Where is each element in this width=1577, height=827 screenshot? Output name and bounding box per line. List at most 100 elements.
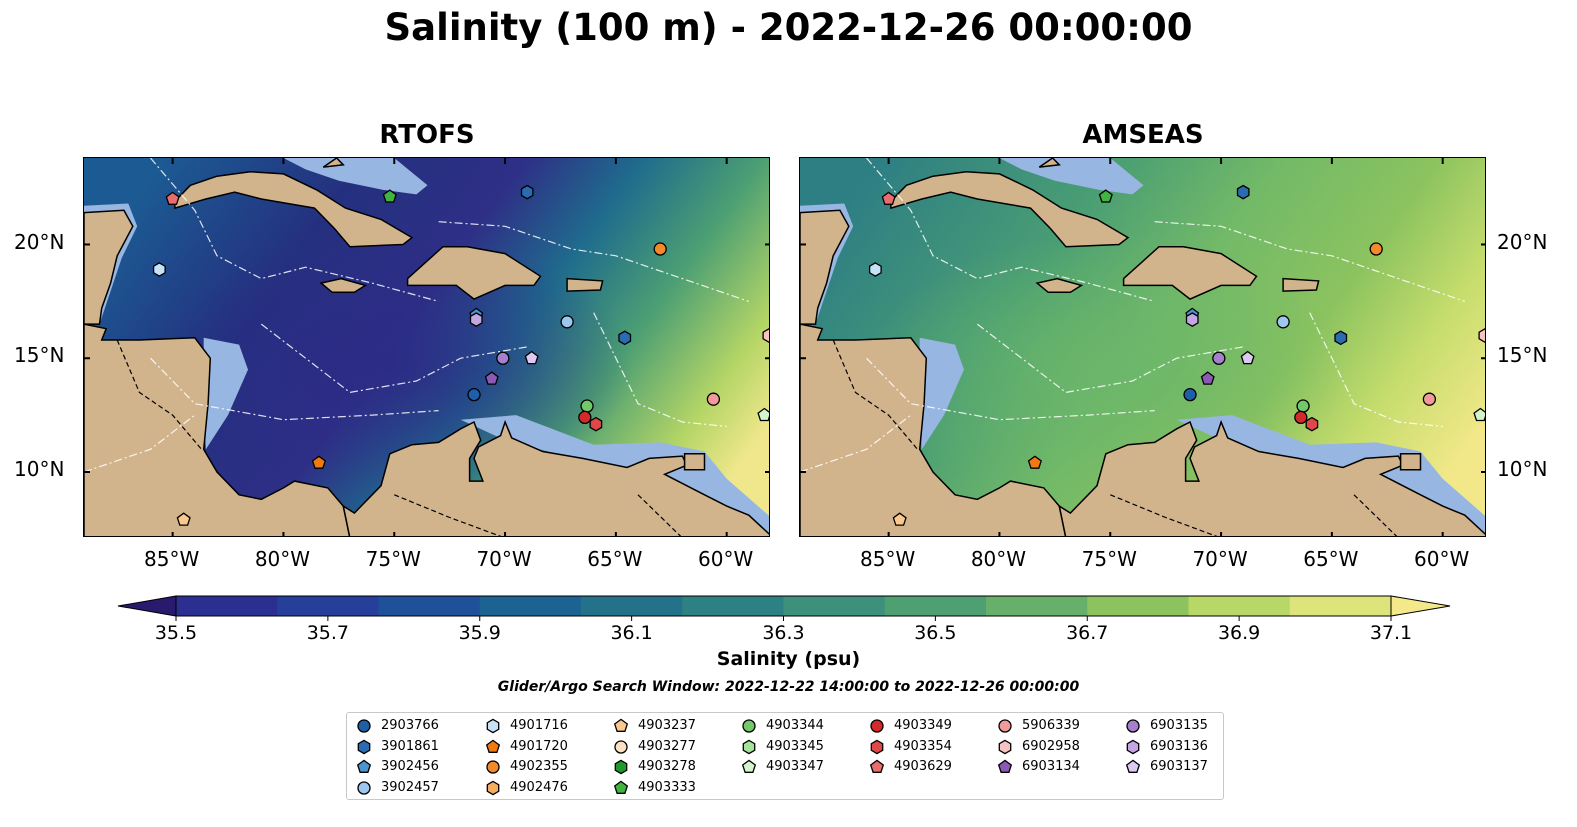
float-marker-4901720 bbox=[311, 455, 326, 469]
eez-boundary-0 bbox=[150, 158, 439, 302]
colorbar-segment bbox=[1188, 596, 1291, 616]
float-marker-6903135 bbox=[496, 351, 510, 365]
colorbar-tick-label: 36.1 bbox=[610, 622, 652, 644]
colorbar-tick-label: 36.7 bbox=[1066, 622, 1108, 644]
float-marker-6903137 bbox=[524, 350, 539, 365]
colorbar-tick-label: 37.1 bbox=[1370, 622, 1412, 644]
xtick-label: 60°W bbox=[1414, 547, 1470, 571]
hispaniola bbox=[1122, 245, 1258, 300]
colorbar-segment bbox=[479, 596, 582, 616]
legend-label: 4901716 bbox=[510, 718, 568, 733]
legend-label: 6902958 bbox=[1022, 738, 1080, 754]
float-marker-3902457 bbox=[560, 315, 574, 329]
country-border-0 bbox=[116, 339, 202, 450]
float-marker-6903135 bbox=[1212, 351, 1226, 365]
bahamas-a bbox=[1038, 158, 1061, 168]
hexagon-marker-icon bbox=[870, 739, 884, 754]
salinity-map-rtofs bbox=[84, 158, 769, 536]
float-marker-6902958 bbox=[762, 328, 769, 343]
venezuela-shelf bbox=[1176, 415, 1485, 536]
search-window-text: Glider/Argo Search Window: 2022-12-22 14… bbox=[497, 679, 1080, 695]
eez-boundary-3 bbox=[1309, 312, 1443, 428]
hexagon-marker-icon bbox=[486, 780, 500, 795]
venezuela-shelf bbox=[460, 415, 769, 536]
float-marker-5906339 bbox=[706, 392, 721, 406]
legend-label: 4903354 bbox=[894, 738, 952, 754]
map-panel-rtofs bbox=[83, 157, 770, 537]
ytick-label-left-15n: 15°N bbox=[14, 343, 65, 367]
xtick-label: 80°W bbox=[254, 547, 311, 571]
ytick-label-right-10n: 10°N bbox=[1497, 457, 1548, 481]
legend-label: 4901720 bbox=[510, 738, 568, 754]
bahamas-shelf bbox=[283, 158, 428, 195]
eez-boundary-5 bbox=[84, 414, 196, 473]
circle-marker-icon bbox=[357, 780, 371, 795]
float-marker-3901861 bbox=[1236, 184, 1250, 200]
pentagon-marker-icon bbox=[356, 759, 372, 773]
float-marker-4903237 bbox=[892, 512, 907, 526]
colorbar-segment bbox=[1087, 596, 1189, 616]
colorbar-extend-low bbox=[117, 595, 177, 617]
bahamas-shelf bbox=[999, 158, 1144, 195]
float-marker-2903766 bbox=[1183, 387, 1197, 402]
hexagon-marker-icon bbox=[998, 739, 1012, 754]
pentagon-marker-icon bbox=[485, 739, 501, 753]
legend-label: 4903345 bbox=[766, 738, 824, 754]
circle-marker-icon bbox=[614, 739, 628, 754]
jamaica bbox=[1035, 277, 1084, 294]
country-border-1 bbox=[394, 494, 502, 536]
float-marker-4903629 bbox=[165, 191, 180, 205]
colorbar-segment bbox=[986, 596, 1088, 616]
country-border-2 bbox=[1353, 494, 1398, 536]
hexagon-marker-icon bbox=[1126, 739, 1140, 754]
float-marker-4903344 bbox=[1296, 399, 1310, 413]
eez-boundary-1 bbox=[976, 323, 1244, 394]
bahamas-a bbox=[322, 158, 345, 168]
legend-label: 4903333 bbox=[638, 779, 696, 795]
float-marker-4901716 bbox=[152, 262, 166, 277]
ytick-label-left-20n: 20°N bbox=[14, 230, 65, 254]
eez-boundary-2 bbox=[1154, 221, 1465, 302]
pentagon-marker-icon bbox=[997, 759, 1013, 773]
eez-boundary-5 bbox=[800, 414, 912, 473]
float-marker-5906339 bbox=[1422, 392, 1437, 406]
nicaragua-shelf bbox=[203, 337, 248, 450]
map-panel-amseas bbox=[799, 157, 1486, 537]
float-marker-4903349 bbox=[1294, 410, 1308, 425]
circle-marker-icon bbox=[357, 719, 371, 733]
float-marker-4902355 bbox=[1369, 242, 1383, 256]
xtick-label: 75°W bbox=[365, 547, 421, 571]
hexagon-marker-icon bbox=[742, 739, 756, 754]
float-marker-4903349 bbox=[578, 410, 592, 425]
legend-label: 4903278 bbox=[638, 759, 696, 774]
ytick-label-left-10n: 10°N bbox=[14, 457, 65, 481]
pentagon-marker-icon bbox=[869, 759, 885, 773]
hispaniola bbox=[406, 245, 542, 300]
puerto-rico bbox=[1282, 277, 1320, 292]
colorbar-tick-label: 35.5 bbox=[155, 622, 197, 644]
xtick-label: 75°W bbox=[1081, 547, 1137, 571]
float-marker-4903344 bbox=[580, 399, 594, 413]
circle-marker-icon bbox=[486, 760, 500, 774]
ytick-label-right-15n: 15°N bbox=[1497, 343, 1548, 367]
colorbar-tick-label: 35.9 bbox=[459, 622, 501, 644]
hexagon-marker-icon bbox=[486, 718, 500, 734]
trinidad bbox=[683, 453, 706, 471]
xtick-label: 85°W bbox=[860, 547, 916, 571]
legend-label: 4903629 bbox=[894, 759, 952, 774]
xtick-label: 70°W bbox=[1192, 547, 1248, 571]
eez-boundary-3 bbox=[593, 312, 727, 428]
legend-label: 6903135 bbox=[1150, 718, 1208, 733]
legend-label: 4902476 bbox=[510, 779, 568, 795]
xtick-label: 85°W bbox=[144, 547, 200, 571]
eez-boundary-2 bbox=[438, 221, 749, 302]
country-border-2 bbox=[637, 494, 682, 536]
panel-title-amseas: AMSEAS bbox=[1082, 120, 1204, 150]
xtick-label: 80°W bbox=[970, 547, 1027, 571]
xtick-label: 65°W bbox=[1303, 547, 1359, 571]
cuba bbox=[890, 170, 1130, 248]
legend-label: 5906339 bbox=[1022, 718, 1080, 733]
legend-label: 6903136 bbox=[1150, 738, 1208, 754]
colorbar-segment bbox=[884, 596, 987, 616]
float-marker-6903136 bbox=[469, 312, 483, 327]
